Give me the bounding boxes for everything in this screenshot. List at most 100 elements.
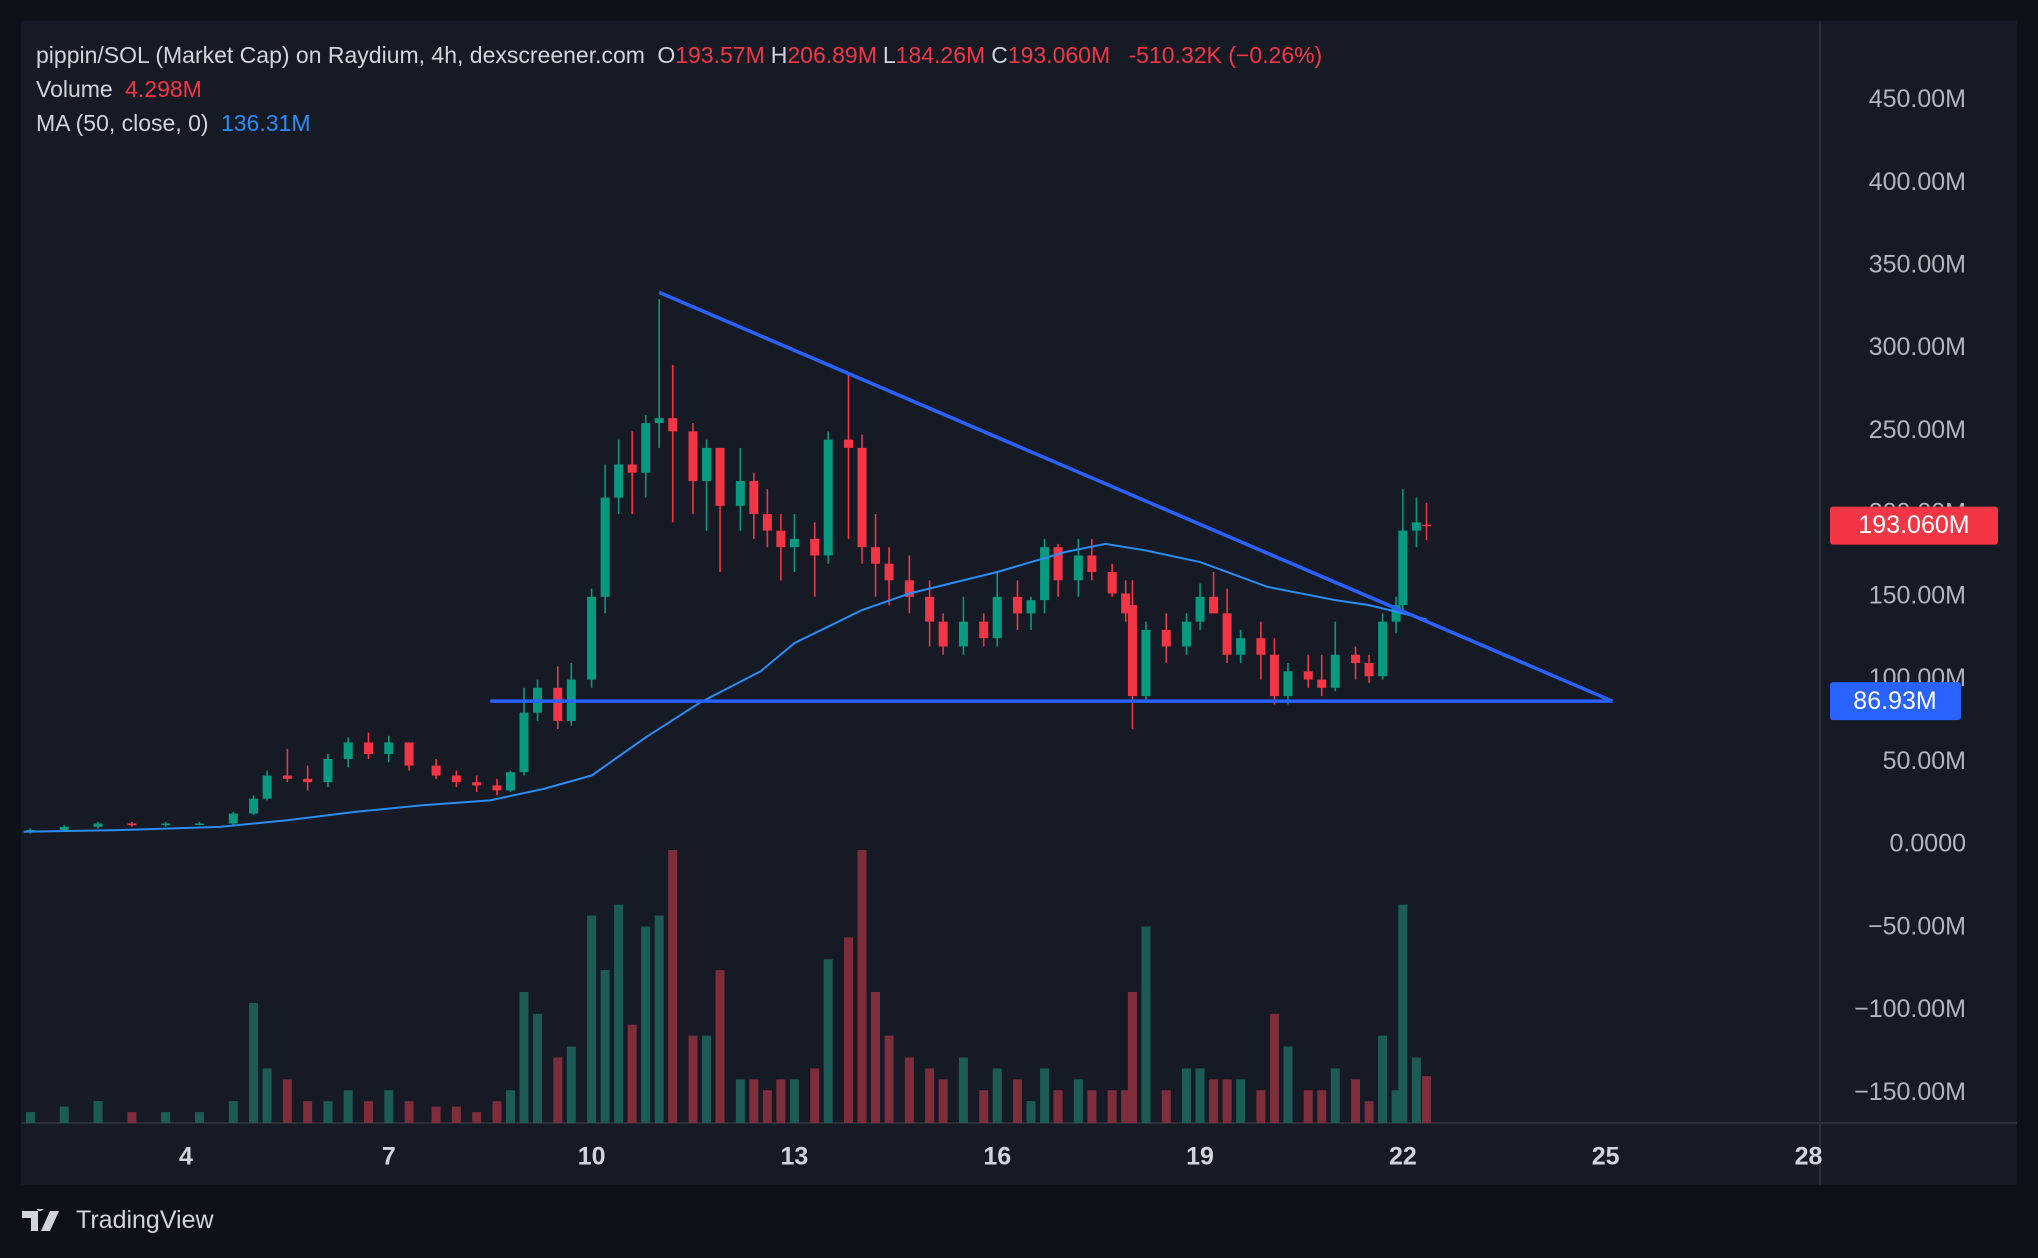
volume-bar <box>1330 1068 1340 1123</box>
y-tick-label: 350.00M <box>1869 250 1966 278</box>
candle-body <box>762 514 772 531</box>
ma-value: 136.31M <box>220 110 311 136</box>
volume-row: Volume 4.298M <box>36 72 1328 106</box>
candle-body <box>904 580 914 597</box>
volume-bar <box>492 1101 502 1123</box>
candle-body <box>262 775 272 799</box>
candle-body <box>1378 621 1388 677</box>
volume-bar <box>762 1090 772 1123</box>
candle-body <box>1040 547 1050 601</box>
axes: −150.00M−100.00M−50.00M0.000050.00M100.0… <box>179 85 1998 1171</box>
volume-bar <box>843 937 853 1123</box>
x-tick-label: 28 <box>1795 1143 1823 1171</box>
volume-bar <box>1121 1090 1131 1123</box>
volume-bar <box>627 1024 637 1123</box>
ohlc-value: 193.57M <box>675 42 765 68</box>
candle-body <box>505 772 515 791</box>
x-tick-label: 16 <box>983 1143 1011 1171</box>
volume-bar <box>533 1013 543 1123</box>
candle-body <box>303 778 313 783</box>
volume-bar <box>871 991 881 1123</box>
volume-bar <box>505 1090 515 1123</box>
volume-bar <box>735 1079 745 1123</box>
candle-body <box>1398 530 1408 606</box>
volume-bar <box>1182 1068 1192 1123</box>
volume-bar <box>1013 1079 1023 1123</box>
volume-bar <box>1026 1101 1036 1123</box>
y-tick-label: 300.00M <box>1869 333 1966 361</box>
candle-body <box>925 596 935 622</box>
volume-bar <box>776 1079 786 1123</box>
volume-bar <box>702 1035 712 1123</box>
candle-body <box>431 765 441 776</box>
support-price-label: 86.93M <box>1853 687 1936 715</box>
volume-bar <box>1107 1090 1117 1123</box>
volume-bar <box>904 1057 914 1123</box>
volume-bar <box>249 1002 259 1123</box>
x-tick-label: 19 <box>1186 1143 1214 1171</box>
volume-bar <box>1269 1013 1279 1123</box>
y-tick-label: 0.0000 <box>1890 830 1966 858</box>
change: -510.32K (−0.26%) <box>1128 42 1323 68</box>
volume-bar <box>566 1046 576 1123</box>
volume-bar <box>1256 1090 1266 1123</box>
volume-bar <box>1398 904 1408 1123</box>
volume-bar <box>1073 1079 1083 1123</box>
candle-body <box>749 480 759 515</box>
x-tick-label: 4 <box>179 1143 193 1171</box>
volume-bar <box>1161 1090 1171 1123</box>
brand-logo <box>22 1208 59 1231</box>
candle-body <box>1121 593 1131 614</box>
candle-body <box>1411 522 1421 531</box>
candle-body <box>194 823 204 826</box>
volume-bar <box>614 904 624 1123</box>
candle-body <box>249 798 259 814</box>
candle-body <box>1317 679 1327 688</box>
candle-body <box>519 712 529 773</box>
candle-body <box>1013 596 1023 614</box>
volume-bar <box>1378 1035 1388 1123</box>
volume-bar <box>194 1112 204 1123</box>
candle-body <box>228 813 238 824</box>
volume-bar <box>979 1090 989 1123</box>
candle-body <box>979 621 989 639</box>
volume-bar <box>1364 1101 1374 1123</box>
candle-body <box>884 563 894 581</box>
y-tick-label: 400.00M <box>1869 168 1966 196</box>
candle-body <box>958 621 968 647</box>
candle-body <box>1222 613 1232 655</box>
candle-body <box>1053 547 1063 581</box>
candle-body <box>1182 621 1192 647</box>
candle-body <box>843 439 853 448</box>
candle-body <box>614 464 624 498</box>
title-row: pippin/SOL (Market Cap) on Raydium, 4h, … <box>36 38 1328 72</box>
chart-title: pippin/SOL (Market Cap) on Raydium, 4h, … <box>36 42 645 68</box>
volume-bar <box>343 1090 353 1123</box>
y-tick-label: 250.00M <box>1869 416 1966 444</box>
candle-body <box>93 823 103 827</box>
volume-bar <box>1209 1079 1219 1123</box>
candle-body <box>384 742 394 755</box>
volume-bar <box>363 1101 373 1123</box>
candle-body <box>1236 638 1246 655</box>
candle-body <box>472 782 482 786</box>
volume-bar <box>59 1106 69 1123</box>
volume-bar <box>303 1101 313 1123</box>
brand: TradingView <box>76 1206 214 1234</box>
volume-bar <box>925 1068 935 1123</box>
candle-body <box>451 775 461 783</box>
volume-bar <box>25 1112 35 1123</box>
volume-bar <box>1236 1079 1246 1123</box>
candle-body <box>688 431 698 481</box>
volume-bar <box>641 926 651 1123</box>
candle-body <box>1256 638 1266 655</box>
volume-bar <box>857 850 867 1123</box>
volume-bar <box>587 915 597 1123</box>
candle-body <box>992 596 1002 639</box>
candle-body <box>1330 654 1340 688</box>
candle-body <box>654 418 664 424</box>
volume-bar <box>1222 1079 1232 1123</box>
volume-bar <box>519 991 529 1123</box>
y-tick-label: −50.00M <box>1868 912 1966 940</box>
volume-bar <box>938 1079 948 1123</box>
